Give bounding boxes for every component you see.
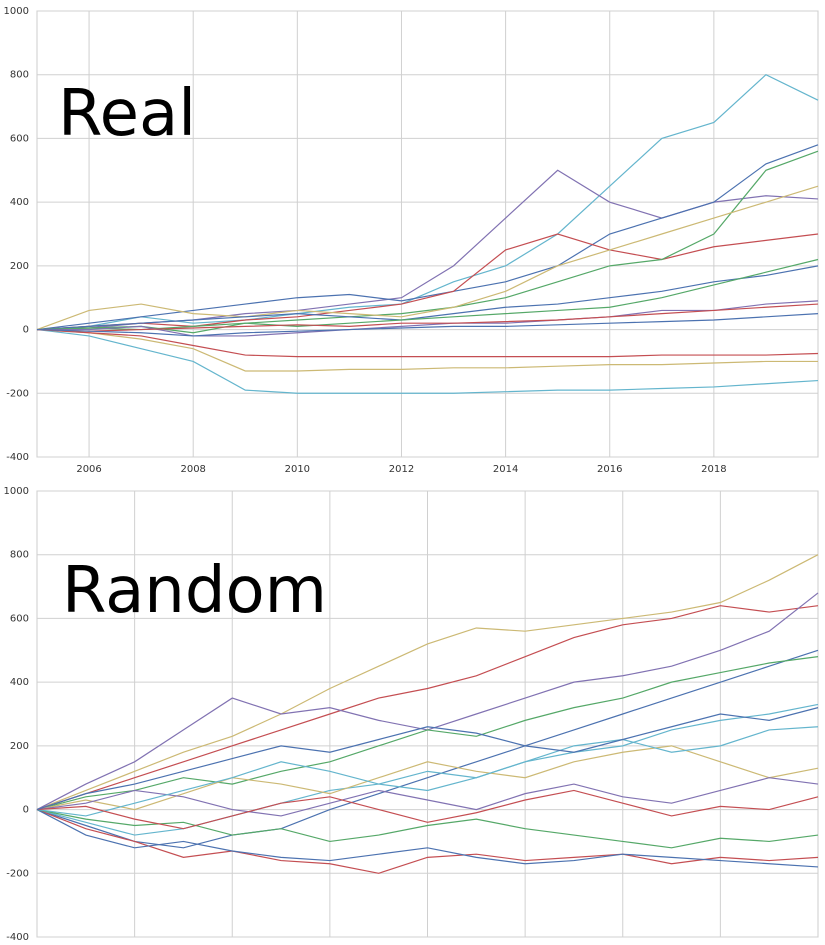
annotation: Random (62, 554, 327, 628)
y-tick-label: 400 (10, 677, 29, 688)
series-line (36, 809, 819, 868)
series-line (36, 328, 819, 358)
y-tick-label: 0 (23, 325, 29, 336)
series-line (36, 328, 818, 372)
series-line (36, 150, 819, 334)
x-tick-label: 2016 (597, 464, 622, 475)
x-tick-label: 2006 (76, 464, 101, 475)
y-tick-label: 400 (10, 197, 29, 208)
series-line (36, 656, 819, 811)
annotation: Real (58, 77, 196, 151)
series-line (36, 313, 819, 337)
x-tick-label: 2018 (701, 464, 726, 475)
series-line (36, 233, 819, 331)
series-line (36, 328, 819, 394)
y-tick-label: 600 (10, 133, 29, 144)
x-tick-label: 2010 (285, 464, 310, 475)
y-tick-label: 0 (23, 805, 29, 816)
series-line (36, 144, 819, 331)
series-line (36, 605, 819, 811)
series-line (36, 809, 819, 874)
series-line (37, 300, 819, 337)
series-line (36, 265, 819, 331)
series-line (36, 789, 819, 830)
y-tick-label: -400 (6, 452, 29, 463)
y-tick-label: 800 (10, 550, 29, 561)
series-line (36, 185, 819, 331)
series-line (36, 303, 819, 332)
x-tick-label: 2014 (493, 464, 518, 475)
y-tick-label: 600 (10, 613, 29, 624)
y-tick-label: 1000 (4, 486, 29, 497)
x-tick-label: 2012 (389, 464, 414, 475)
y-tick-label: 1000 (4, 6, 29, 17)
y-tick-label: 200 (10, 741, 29, 752)
y-tick-label: 800 (10, 70, 29, 81)
series-line (36, 707, 819, 811)
y-tick-label: 200 (10, 261, 29, 272)
series-line (36, 703, 819, 836)
plot-area (36, 10, 819, 458)
series-line (36, 554, 819, 811)
y-tick-label: -200 (6, 868, 29, 879)
x-tick-label: 2008 (180, 464, 205, 475)
y-tick-label: -200 (6, 388, 29, 399)
y-tick-label: -400 (6, 932, 29, 943)
series-line (36, 73, 819, 331)
series-line (36, 258, 819, 331)
series-line (36, 808, 819, 849)
series-line (36, 649, 819, 849)
series-line (36, 745, 819, 811)
series-line (36, 726, 819, 817)
